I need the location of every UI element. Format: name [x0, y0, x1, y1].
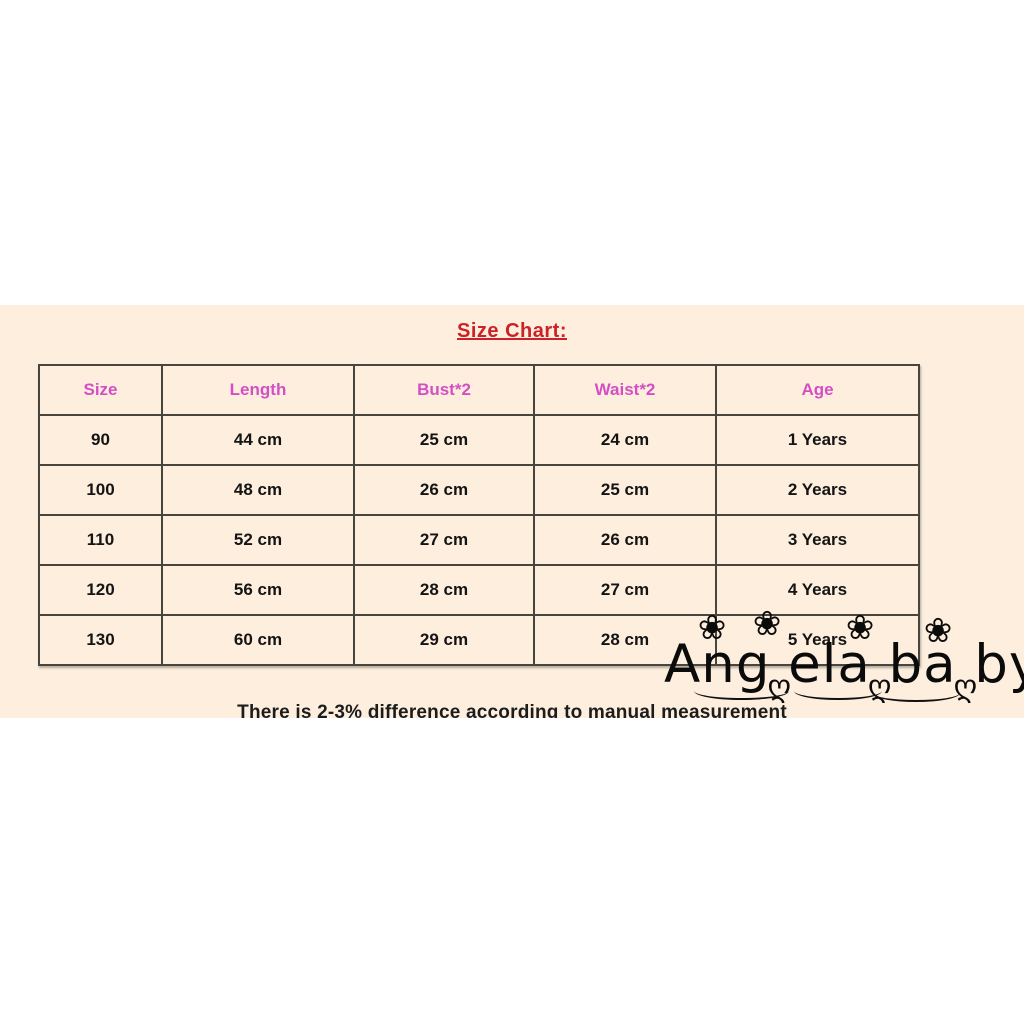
cell-waist: 28 cm [533, 614, 717, 666]
watermark-flourish [694, 682, 789, 700]
cell-size: 110 [38, 514, 163, 566]
cell-waist: 27 cm [533, 564, 717, 616]
watermark-text-segment: by [974, 634, 1024, 695]
measurement-note: There is 2-3% difference according to ma… [237, 702, 787, 718]
cell-age: 2 Years [715, 464, 920, 516]
column-header-length: Length [161, 364, 355, 416]
cell-size: 90 [38, 414, 163, 466]
cell-length: 48 cm [161, 464, 355, 516]
watermark-flourish [872, 684, 960, 702]
flower-icon: ❀ [697, 608, 727, 648]
watermark-angelababy: ❀ ❀ ❀ ❀ Angღelaღbaღby [664, 607, 1024, 702]
cell-length: 56 cm [161, 564, 355, 616]
cell-waist: 24 cm [533, 414, 717, 466]
cell-length: 44 cm [161, 414, 355, 466]
cell-bust: 29 cm [353, 614, 535, 666]
column-header-size: Size [38, 364, 163, 416]
cell-bust: 26 cm [353, 464, 535, 516]
size-chart-table: Size Length Bust*2 Waist*2 Age 90 44 cm … [38, 364, 920, 666]
table-row: 120 56 cm 28 cm 27 cm 4 Years [38, 564, 920, 616]
cell-bust: 28 cm [353, 564, 535, 616]
column-header-age: Age [715, 364, 920, 416]
table-row: 90 44 cm 25 cm 24 cm 1 Years [38, 414, 920, 466]
cell-bust: 27 cm [353, 514, 535, 566]
table-row: 130 60 cm 29 cm 28 cm 5 Years [38, 614, 920, 666]
column-header-bust: Bust*2 [353, 364, 535, 416]
watermark-flourish [794, 682, 882, 700]
flower-icon: ❀ [923, 611, 953, 651]
cell-size: 100 [38, 464, 163, 516]
cell-waist: 25 cm [533, 464, 717, 516]
cell-age: 3 Years [715, 514, 920, 566]
cell-age: 4 Years [715, 564, 920, 616]
cell-waist: 26 cm [533, 514, 717, 566]
cell-age: 5 Years [715, 614, 920, 666]
table-header-row: Size Length Bust*2 Waist*2 Age [38, 364, 920, 416]
table-row: 110 52 cm 27 cm 26 cm 3 Years [38, 514, 920, 566]
watermark-text-segment: ba [888, 634, 957, 695]
cell-age: 1 Years [715, 414, 920, 466]
cell-length: 52 cm [161, 514, 355, 566]
cell-bust: 25 cm [353, 414, 535, 466]
flower-icon: ❀ [845, 608, 875, 648]
size-chart-panel: Size Chart: Size Length Bust*2 Waist*2 A… [0, 305, 1024, 718]
column-header-waist: Waist*2 [533, 364, 717, 416]
cell-size: 130 [38, 614, 163, 666]
table-row: 100 48 cm 26 cm 25 cm 2 Years [38, 464, 920, 516]
page-title: Size Chart: [457, 320, 567, 342]
flower-icon: ❀ [752, 604, 782, 644]
cell-length: 60 cm [161, 614, 355, 666]
cell-size: 120 [38, 564, 163, 616]
